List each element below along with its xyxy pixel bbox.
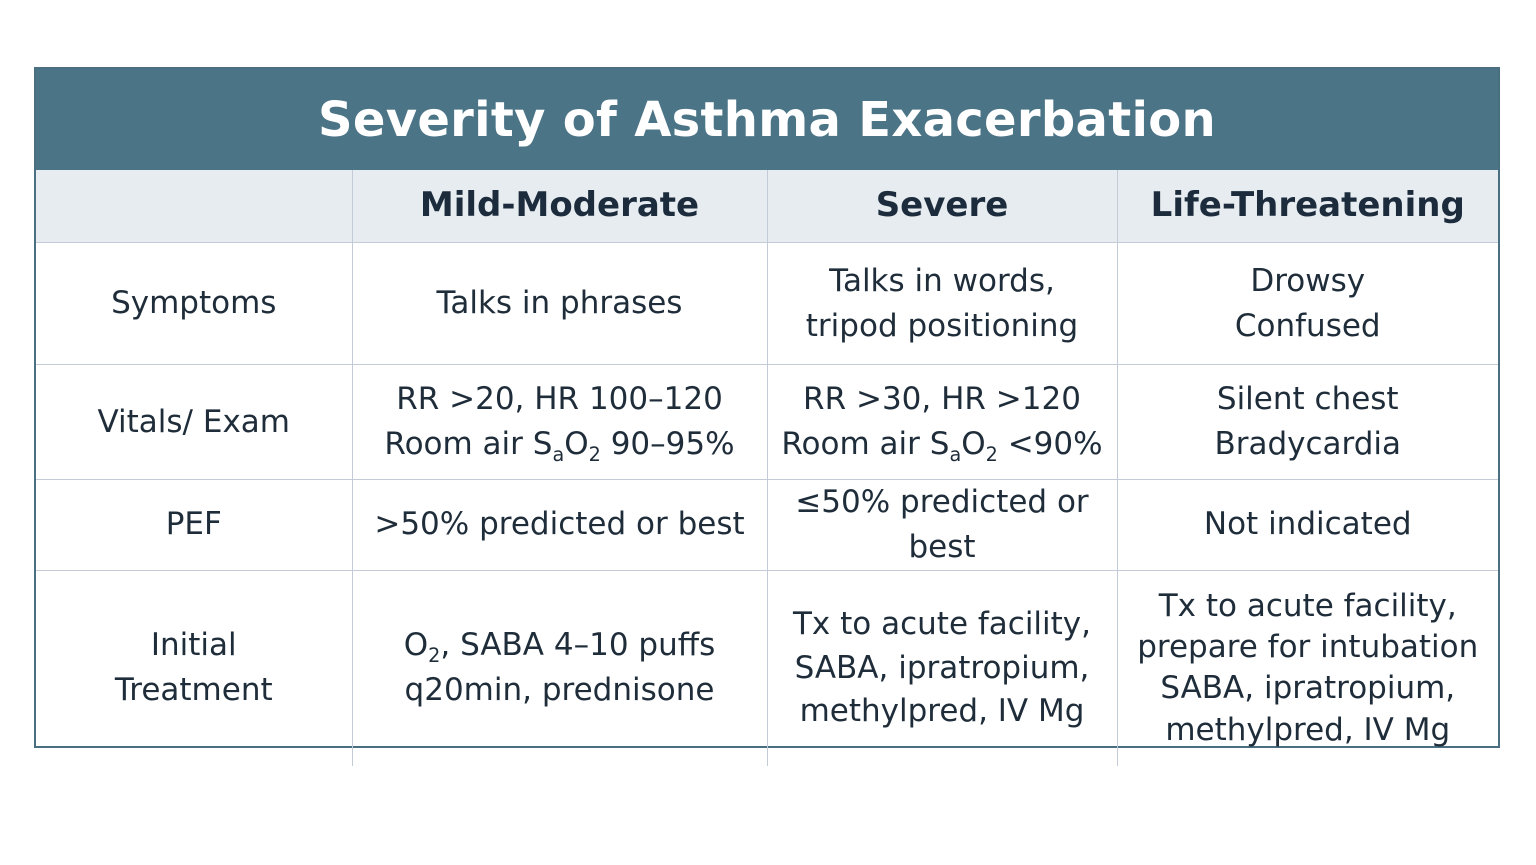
table-row-vitals: Vitals/ Exam RR >20, HR 100–120 Room air… (36, 364, 1498, 480)
table-title: Severity of Asthma Exacerbation (318, 91, 1216, 148)
row-label-pef: PEF (36, 479, 353, 571)
title-bar: Severity of Asthma Exacerbation (36, 69, 1498, 170)
table-row-treatment: Initial Treatment O2, SABA 4–10 puffs q2… (36, 569, 1498, 766)
table-row-pef: PEF >50% predicted or best ≤50% predicte… (36, 479, 1498, 571)
column-header-row: Mild-Moderate Severe Life-Threatening (36, 170, 1498, 243)
column-header-empty (36, 170, 353, 243)
cell-treatment-life: Tx to acute facility, prepare for intuba… (1116, 569, 1498, 766)
cell-vitals-mild: RR >20, HR 100–120 Room air SaO2 90–95% (351, 364, 768, 480)
row-label-treatment: Initial Treatment (36, 569, 353, 766)
cell-vitals-severe: RR >30, HR >120 Room air SaO2 <90% (766, 364, 1118, 480)
column-header-mild-moderate: Mild-Moderate (351, 170, 768, 243)
column-header-life-threatening: Life-Threatening (1116, 170, 1498, 243)
cell-pef-severe: ≤50% predicted or best (766, 479, 1118, 571)
column-header-severe: Severe (766, 170, 1118, 243)
cell-symptoms-mild: Talks in phrases (351, 242, 768, 365)
cell-symptoms-life: Drowsy Confused (1116, 242, 1498, 365)
severity-table: Mild-Moderate Severe Life-Threatening Sy… (36, 170, 1498, 766)
row-label-vitals: Vitals/ Exam (36, 364, 353, 480)
cell-symptoms-severe: Talks in words, tripod positioning (766, 242, 1118, 365)
cell-vitals-life: Silent chest Bradycardia (1116, 364, 1498, 480)
severity-table-card: Severity of Asthma Exacerbation Mild-Mod… (34, 67, 1500, 766)
cell-treatment-severe: Tx to acute facility, SABA, ipratropium,… (766, 569, 1118, 766)
row-label-symptoms: Symptoms (36, 242, 353, 365)
cell-pef-life: Not indicated (1116, 479, 1498, 571)
cell-pef-mild: >50% predicted or best (351, 479, 768, 571)
table-row-symptoms: Symptoms Talks in phrases Talks in words… (36, 242, 1498, 365)
cell-treatment-mild: O2, SABA 4–10 puffs q20min, prednisone (351, 569, 768, 766)
